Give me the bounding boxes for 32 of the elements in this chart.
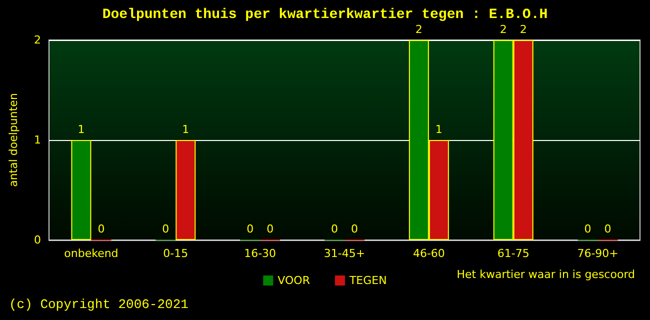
data-label: 0 <box>331 222 338 236</box>
x-tick-label: 61-75 <box>497 247 530 260</box>
y-tick-label: 2 <box>34 34 41 46</box>
data-label: 0 <box>98 222 105 236</box>
y-axis-title: antal doelpunten <box>7 93 20 187</box>
x-tick-label: onbekend <box>64 247 118 260</box>
bar <box>176 140 196 240</box>
x-tick-label: 16-30 <box>244 247 276 260</box>
data-label: 1 <box>182 123 190 136</box>
data-label: 1 <box>435 123 442 136</box>
bar <box>71 140 92 240</box>
data-label: 2 <box>520 23 527 36</box>
legend-label: VOOR <box>278 274 310 287</box>
data-label: 0 <box>604 222 612 236</box>
x-tick-label: 76-90+ <box>577 247 618 260</box>
y-tick-label: 0 <box>34 234 41 246</box>
data-label: 2 <box>415 23 422 36</box>
data-label: 1 <box>78 123 85 136</box>
data-label: 0 <box>162 222 170 236</box>
y-tick-label: 1 <box>34 134 41 146</box>
data-label: 0 <box>584 222 592 236</box>
x-axis-title: Het kwartier waar in is gescoord <box>456 268 636 281</box>
x-tick-label: 31-45+ <box>324 247 366 260</box>
x-tick-label: 0-15 <box>163 247 188 260</box>
chart-title: Doelpunten thuis per kwartierkwartier tegen : E.B.O.H <box>102 7 548 23</box>
data-label: 2 <box>500 23 507 36</box>
data-label: 0 <box>246 222 254 236</box>
x-tick-label: 46-60 <box>412 247 445 260</box>
data-label: 0 <box>351 222 358 236</box>
legend-label: TEGEN <box>348 274 387 287</box>
data-label: 0 <box>266 222 274 236</box>
text: (c) Copyright 2006-2021 <box>9 297 189 312</box>
